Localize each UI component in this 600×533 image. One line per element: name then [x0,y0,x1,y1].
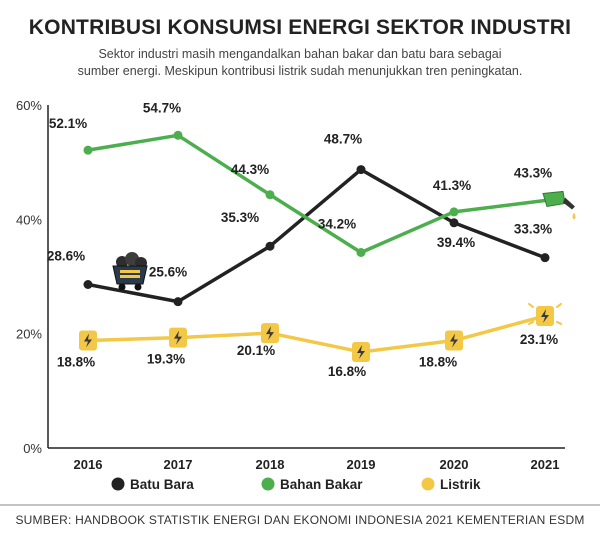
listrik-glow-ray [556,320,562,325]
x-tick-label: 2021 [531,457,560,472]
listrik-point-icon [445,330,463,351]
listrik-glow-ray [528,302,534,308]
chart-title: KONTRIBUSI KONSUMSI ENERGI SEKTOR INDUST… [28,16,572,39]
bolt-glyph [174,330,182,345]
batu-bara-point [173,297,183,307]
bahan-bakar-point [83,145,93,155]
x-tick-label: 2017 [164,457,193,472]
listrik-data-label: 18.8% [57,355,95,370]
listrik-point-icon [536,305,554,326]
bahan-bakar-data-label: 52.1% [49,116,87,131]
batu-bara-data-label: 48.7% [324,132,362,147]
bahan-bakar-point [449,207,459,217]
listrik-glow-ray [528,320,534,325]
bahan-bakar-data-label: 44.3% [231,162,269,177]
x-tick-label: 2019 [347,457,376,472]
legend-label: Batu Bara [130,477,194,492]
listrik-data-label: 23.1% [520,332,558,347]
bolt-glyph [357,344,365,359]
coal-cart-icon [112,252,148,291]
bahan-bakar-data-label: 41.3% [433,178,471,193]
legend-swatch [421,477,435,491]
batu-bara-point [265,241,275,251]
bahan-bakar-point [356,247,366,257]
bahan-bakar-data-label: 43.3% [514,165,552,180]
nozzle-spout [563,197,575,210]
batu-bara-data-label: 35.3% [221,210,259,225]
bolt-glyph [84,333,92,348]
chart-subtitle-line-1: Sektor industri masih mengandalkan bahan… [98,47,502,61]
legend-swatch [261,477,275,491]
listrik-point-icon [169,327,187,348]
cart-wheel [134,283,142,291]
source-note: SUMBER: HANDBOOK STATISTIK ENERGI DAN EK… [15,513,585,527]
bolt-glyph [541,308,549,323]
listrik-data-label: 18.8% [419,355,457,370]
listrik-point-icon [352,341,370,362]
cart-stripe [120,275,140,278]
batu-bara-point [449,218,459,228]
x-tick-label: 2018 [256,457,285,472]
nozzle-handle [542,190,566,208]
bahan-bakar-data-label: 34.2% [318,216,356,231]
batu-bara-data-label: 39.4% [437,235,475,250]
batu-bara-point [540,253,550,263]
cart-wheel [118,283,126,291]
y-tick-label: 20% [16,327,42,342]
bahan-bakar-line [86,133,547,255]
chart-subtitle-line-2: sumber energi. Meskipun kontribusi listr… [77,64,523,78]
bolt-glyph [266,326,274,341]
batu-bara-data-label: 33.3% [514,222,552,237]
y-tick-label: 60% [16,98,42,113]
batu-bara-point [356,165,366,175]
listrik-line [86,314,547,354]
batu-bara-point [83,280,93,290]
listrik-data-label: 16.8% [328,364,366,379]
y-tick-label: 0% [23,441,42,456]
listrik-glow-ray [556,302,562,308]
fuel-nozzle-icon [542,190,576,220]
batu-bara-data-label: 25.6% [149,265,187,280]
batu-bara-line [86,167,547,304]
listrik-point-icon [79,330,97,351]
x-tick-label: 2020 [440,457,469,472]
listrik-data-label: 19.3% [147,352,185,367]
legend-label: Bahan Bakar [280,477,363,492]
y-tick-label: 40% [16,212,42,227]
bahan-bakar-point [173,130,183,140]
legend-label: Listrik [440,477,481,492]
fuel-drop [572,212,576,220]
bahan-bakar-data-label: 54.7% [143,100,181,115]
batu-bara-data-label: 28.6% [47,249,85,264]
listrik-data-label: 20.1% [237,343,275,358]
x-tick-label: 2016 [74,457,103,472]
bolt-glyph [450,333,458,348]
listrik-point-icon [261,323,279,344]
bahan-bakar-point [265,190,275,200]
cart-stripe [120,270,140,273]
legend-swatch [111,477,125,491]
